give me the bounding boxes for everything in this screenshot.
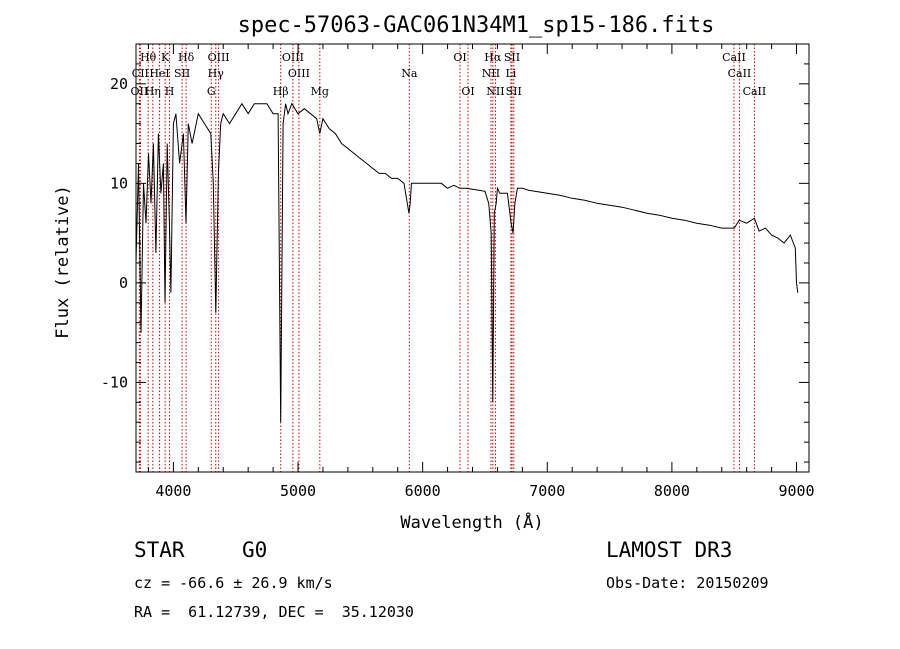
y-tick-label-20: 20	[110, 75, 128, 93]
line-label-23: Li	[505, 67, 516, 80]
line-marker-group	[138, 44, 755, 472]
line-label-21: NII	[486, 85, 504, 98]
y-tick-label-0: 0	[119, 274, 128, 292]
line-label-25: CaII	[722, 51, 746, 64]
line-label-2: OII	[131, 85, 149, 98]
line-label-22: SII	[504, 51, 520, 64]
observation-date: Obs-Date: 20150209	[606, 574, 769, 592]
object-class: STAR	[134, 538, 185, 562]
line-label-8: SII	[174, 67, 190, 80]
coordinates: RA = 61.12739, DEC = 35.12030	[134, 603, 414, 621]
y-tick-label--10: -10	[101, 373, 128, 391]
line-label-16: Na	[401, 67, 418, 80]
line-label-14: OIII	[288, 67, 310, 80]
chart-title: spec-57063-GAC061N34M1_sp15-186.fits	[238, 13, 715, 38]
line-label-10: Hγ	[208, 67, 225, 80]
x-tick-label-5000: 5000	[280, 482, 316, 500]
x-axis: 4000 5000 6000 7000 8000 9000	[147, 44, 815, 500]
x-axis-label: Wavelength (Å)	[400, 511, 543, 533]
line-label-12: Hβ	[273, 85, 289, 98]
line-label-13: OIII	[282, 51, 304, 64]
line-label-24: SII	[506, 85, 522, 98]
x-tick-label-7000: 7000	[529, 482, 565, 500]
redshift-velocity: cz = -66.6 ± 26.9 km/s	[134, 574, 333, 592]
line-label-1: CII	[132, 67, 149, 80]
line-label-9: OIII	[208, 51, 230, 64]
spectrum-line	[135, 102, 799, 423]
x-tick-label-9000: 9000	[778, 482, 814, 500]
line-label-18: OI	[461, 85, 474, 98]
x-tick-label-8000: 8000	[654, 482, 690, 500]
x-tick-label-6000: 6000	[405, 482, 441, 500]
line-label-26: CaII	[728, 67, 752, 80]
line-label-17: OI	[453, 51, 466, 64]
line-label-5: HeI	[149, 67, 169, 80]
line-label-15: Mg	[311, 85, 329, 98]
line-label-27: CaII	[743, 85, 767, 98]
object-subclass: G0	[242, 538, 268, 562]
line-label-0: Hθ	[140, 51, 157, 64]
plot-frame	[135, 43, 810, 473]
y-axis: -10 0 10 20	[101, 43, 809, 463]
line-label-19: Hα	[484, 51, 502, 64]
y-axis-label: Flux (relative)	[53, 185, 73, 339]
line-label-7: Hδ	[178, 51, 195, 64]
spectrum-chart: spec-57063-GAC061N34M1_sp15-186.fits Hθ C…	[53, 13, 815, 533]
line-label-11: G	[207, 85, 216, 98]
x-tick-label-4000: 4000	[155, 482, 191, 500]
y-tick-label-10: 10	[110, 174, 128, 192]
line-label-20: NII	[482, 67, 500, 80]
line-label-3: Hη	[145, 85, 161, 98]
line-label-4: K	[161, 51, 170, 64]
survey-name: LAMOST DR3	[606, 538, 733, 562]
line-label-6: H	[165, 85, 175, 98]
